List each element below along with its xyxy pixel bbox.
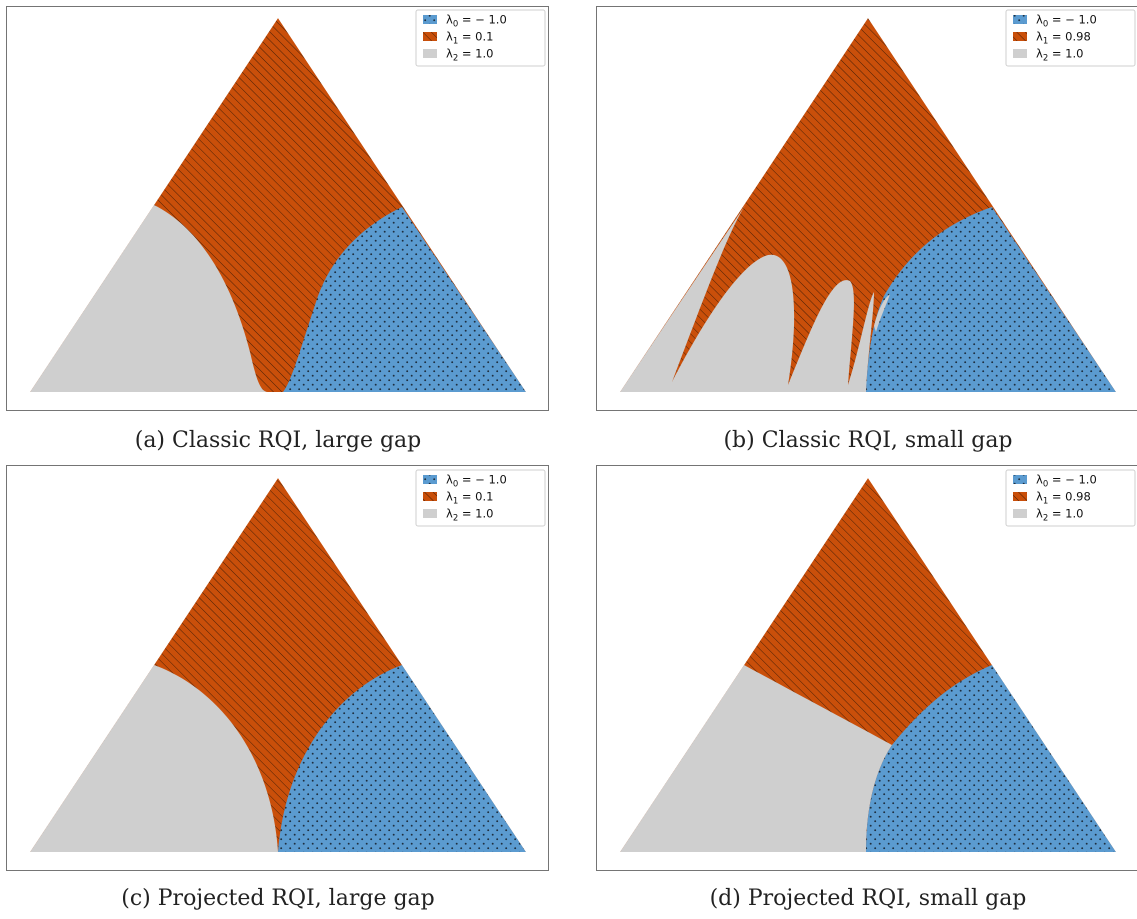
panel-d: λ0 = − 1.0 λ1 = 0.98 λ2 = 1.0 (d) Projec… (596, 465, 1137, 911)
panel-c-legend: λ0 = − 1.0 λ1 = 0.1 λ2 = 1.0 (415, 469, 546, 527)
panel-c: λ0 = − 1.0 λ1 = 0.1 λ2 = 1.0 (c) Project… (6, 465, 549, 911)
panel-c-legend-label-1: λ1 = 0.1 (446, 490, 493, 507)
panel-c-legend-swatch-2 (423, 509, 437, 518)
panel-b-region-lambda2 (620, 204, 874, 392)
panel-b-legend: λ0 = − 1.0 λ1 = 0.98 λ2 = 1.0 (1005, 9, 1136, 67)
panel-c-legend-label-0: λ0 = − 1.0 (446, 473, 507, 490)
panel-a-legend-swatch-1 (423, 32, 437, 41)
panel-a-legend-box (415, 9, 546, 67)
panel-c-frame (6, 465, 549, 871)
panel-b-region-lambda2-spike (874, 294, 890, 332)
panel-c-region-lambda2 (30, 665, 278, 852)
panel-a-legend-swatch-2 (423, 49, 437, 58)
panel-c-region-lambda0 (278, 665, 526, 852)
panel-d-region-lambda2 (620, 665, 892, 852)
panel-c-legend-swatch-0 (423, 475, 437, 484)
panel-a-legend-label-1: λ1 = 0.1 (446, 30, 493, 47)
panel-d-legend-swatch-2 (1013, 509, 1027, 518)
panel-d-legend-box (1005, 469, 1136, 527)
panel-b-legend-swatch-1 (1013, 32, 1027, 41)
panel-c-legend-swatch-1 (423, 492, 437, 501)
panel-a-legend-label-2: λ2 = 1.0 (446, 47, 493, 64)
panel-a-legend-label-0: λ0 = − 1.0 (446, 13, 507, 30)
panel-b-legend-box (1005, 9, 1136, 67)
panel-a-region-lambda0 (283, 207, 526, 392)
panel-b-legend-label-2: λ2 = 1.0 (1036, 47, 1083, 64)
panel-b-legend-swatch-2 (1013, 49, 1027, 58)
panel-d-caption: (d) Projected RQI, small gap (710, 886, 1027, 911)
panel-d-region-lambda0 (866, 665, 1116, 852)
panel-d-legend-swatch-0 (1013, 475, 1027, 484)
panel-b-caption: (b) Classic RQI, small gap (723, 428, 1012, 453)
panel-b-legend-swatch-0 (1013, 15, 1027, 24)
panel-b-legend-label-1: λ1 = 0.98 (1036, 30, 1091, 47)
panel-a-frame (6, 6, 549, 411)
panel-c-caption: (c) Projected RQI, large gap (121, 886, 434, 911)
panel-b-frame (596, 6, 1137, 411)
panel-d-legend: λ0 = − 1.0 λ1 = 0.98 λ2 = 1.0 (1005, 469, 1136, 527)
panel-d-frame (596, 465, 1137, 871)
panel-a: λ0 = − 1.0 λ1 = 0.1 λ2 = 1.0 (a) Classic… (6, 6, 549, 453)
panel-b-region-lambda0 (866, 207, 1116, 392)
panel-b: λ0 = − 1.0 λ1 = 0.98 λ2 = 1.0 (b) Classi… (596, 6, 1137, 453)
panel-a-region-lambda2 (30, 205, 268, 392)
panel-d-legend-label-0: λ0 = − 1.0 (1036, 473, 1097, 490)
panel-d-legend-label-2: λ2 = 1.0 (1036, 507, 1083, 524)
panel-a-caption: (a) Classic RQI, large gap (135, 428, 422, 453)
panel-d-legend-label-1: λ1 = 0.98 (1036, 490, 1091, 507)
panel-b-legend-label-0: λ0 = − 1.0 (1036, 13, 1097, 30)
panel-a-legend: λ0 = − 1.0 λ1 = 0.1 λ2 = 1.0 (415, 9, 546, 67)
panel-c-legend-box (415, 469, 546, 527)
panel-c-legend-label-2: λ2 = 1.0 (446, 507, 493, 524)
panel-a-legend-swatch-0 (423, 15, 437, 24)
panel-d-legend-swatch-1 (1013, 492, 1027, 501)
